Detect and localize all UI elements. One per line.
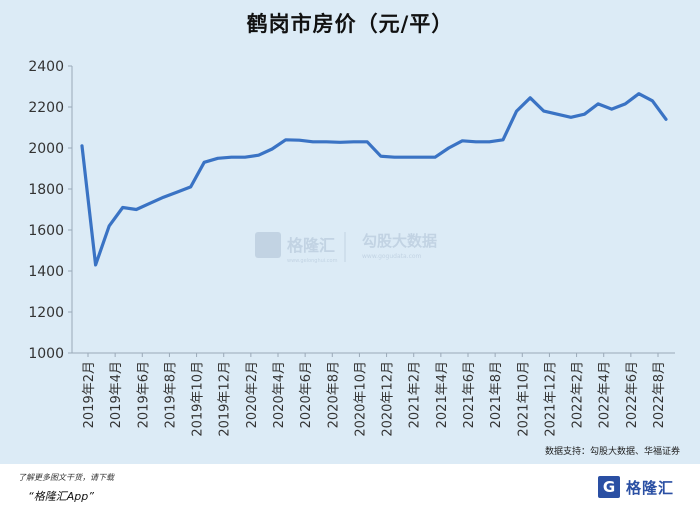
source-note: 数据支持：勾股大数据、华福证券 (544, 447, 680, 457)
y-tick-label: 1600 (28, 223, 64, 239)
x-tick-label: 2022年6月 (625, 361, 640, 428)
x-tick-label: 2019年10月 (191, 361, 206, 437)
footer-banner: 了解更多图文干货，请下载 “格隆汇App” G 格隆汇 (0, 464, 700, 524)
watermark-logo-icon (255, 232, 281, 258)
x-tick-label: 2020年8月 (326, 361, 341, 428)
y-tick-label: 2400 (28, 59, 64, 75)
x-tick-label: 2020年2月 (245, 361, 260, 428)
x-tick-label: 2019年2月 (82, 361, 97, 428)
x-tick-label: 2020年10月 (353, 361, 368, 437)
x-tick-label: 2021年4月 (435, 361, 450, 428)
x-tick-label: 2020年12月 (381, 361, 396, 437)
x-tick-label: 2020年6月 (299, 361, 314, 428)
y-tick-label: 1400 (28, 264, 64, 280)
y-tick-label: 1200 (28, 305, 64, 321)
download-prompt: 了解更多图文干货，请下载 (18, 473, 114, 482)
x-tick-label: 2021年12月 (543, 361, 558, 437)
x-tick-label: 2019年4月 (109, 361, 124, 428)
logo-text: 格隆汇 (625, 478, 674, 497)
x-tick-label: 2021年6月 (462, 361, 477, 428)
brand-logo: G 格隆汇 (597, 476, 674, 498)
y-tick-label: 1800 (28, 182, 64, 198)
price-series-line (80, 92, 668, 267)
x-tick-label: 2019年12月 (218, 361, 233, 437)
x-tick-label: 2022年2月 (571, 361, 586, 428)
x-tick-label: 2019年6月 (136, 361, 151, 428)
logo-icon: G (597, 476, 620, 498)
x-tick-label: 2020年4月 (272, 361, 287, 428)
y-tick-label: 2000 (28, 141, 64, 157)
app-name: “格隆汇App” (28, 490, 94, 503)
x-tick-label: 2022年8月 (652, 361, 667, 428)
watermark-brand-url: www.gelonghui.com (287, 258, 338, 264)
x-tick-label: 2019年8月 (163, 361, 178, 428)
x-tick-label: 2021年8月 (489, 361, 504, 428)
chart-title: 鹤岗市房价（元/平） (246, 12, 454, 36)
line-chart: 格隆汇 www.gelonghui.com 勾股大数据 www.gogudata.co… (28, 59, 675, 437)
x-tick-label: 2021年2月 (408, 361, 423, 428)
watermark-partner: 勾股大数据 (362, 232, 437, 250)
y-tick-label: 2200 (28, 100, 64, 116)
y-tick-label: 1000 (28, 346, 64, 362)
x-tick-label: 2022年4月 (598, 361, 613, 428)
x-tick-label: 2021年10月 (516, 361, 531, 437)
watermark-brand: 格隆汇 (287, 236, 335, 255)
watermark-partner-url: www.gogudata.com (362, 253, 422, 260)
